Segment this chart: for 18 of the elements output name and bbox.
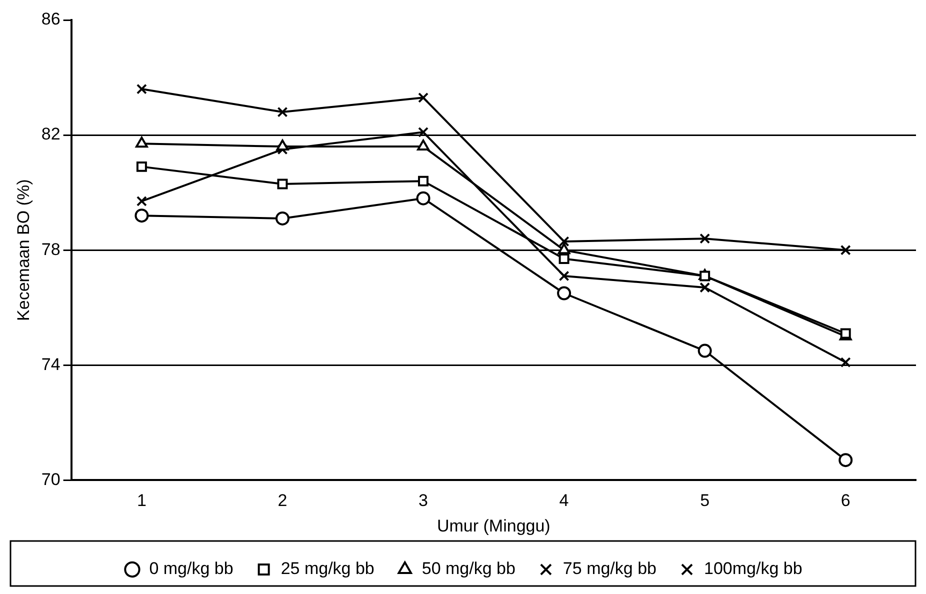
x-tick-label: 2 [278,491,288,510]
x-tick-label: 1 [136,491,146,510]
y-tick-label: 78 [41,240,60,259]
x-tick-label: 4 [559,491,569,510]
y-tick-label: 82 [41,124,60,144]
x-tick-label: 3 [418,491,428,510]
legend-label: 25 mg/kg bb [280,559,374,578]
y-tick-label: 74 [41,354,60,374]
legend-label: 100mg/kg bb [704,559,802,578]
y-tick-label: 86 [41,10,60,29]
x-tick-label: 6 [840,491,850,510]
legend-label: 75 mg/kg bb [562,559,656,578]
x-axis-title: Umur (Minggu) [436,516,550,536]
y-axis-title: Kecemaan BO (%) [14,179,33,321]
y-tick-label: 70 [41,470,60,489]
legend-label: 0 mg/kg bb [149,559,234,578]
legend-label: 50 mg/kg bb [422,559,516,578]
x-tick-label: 5 [700,491,710,510]
